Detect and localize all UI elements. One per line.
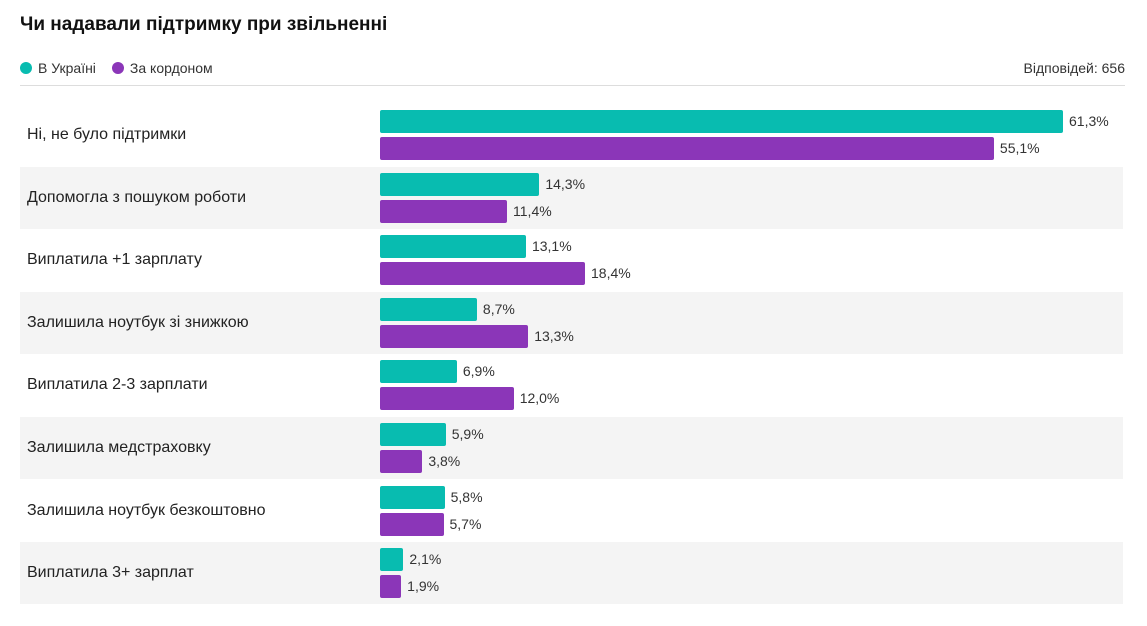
value-label-ukraine: 8,7%	[482, 300, 515, 317]
category-row: Залишила ноутбук безкоштовно 5,8% 5,7%	[20, 480, 1123, 542]
bar-abroad	[380, 137, 994, 160]
value-label-abroad: 18,4%	[591, 265, 631, 282]
bar-ukraine	[380, 110, 1063, 133]
value-label-abroad: 55,1%	[999, 140, 1040, 156]
legend-label-abroad: За кордоном	[129, 60, 213, 76]
category-row: Виплатила 2-3 зарплати 6,9% 12,0%	[20, 354, 1123, 416]
legend-item-ukraine: В Україні	[20, 60, 96, 76]
value-label-abroad: 13,3%	[534, 327, 574, 344]
bar-ukraine	[380, 360, 457, 384]
bar-abroad	[380, 512, 444, 536]
value-label-ukraine: 14,3%	[545, 175, 586, 192]
category-row: Допомогла з пошуком роботи 14,3% 11,4%	[20, 166, 1123, 229]
value-label-ukraine: 5,9%	[451, 425, 484, 442]
bar-abroad	[380, 199, 508, 223]
category-label: Допомогла з пошуком роботи	[27, 188, 247, 206]
value-label-ukraine: 2,1%	[409, 551, 442, 568]
legend-label-ukraine: В Україні	[38, 60, 96, 76]
bar-abroad	[380, 449, 423, 473]
legend: В Україні За кордоном	[20, 60, 229, 76]
responses-count: Відповідей: 656	[1023, 60, 1125, 76]
bar-abroad	[380, 324, 529, 348]
legend-dot-abroad	[111, 62, 124, 74]
value-label-ukraine: 6,9%	[462, 363, 495, 380]
value-label-abroad: 11,4%	[513, 202, 552, 219]
value-label-ukraine: 5,8%	[450, 488, 483, 505]
bar-ukraine	[380, 172, 540, 196]
category-label: Залишила медстраховку	[27, 438, 211, 456]
bar-ukraine	[380, 485, 445, 509]
category-row: Виплатила 3+ зарплат 2,1% 1,9%	[20, 542, 1123, 605]
bar-chart: Ні, не було підтримки 61,3% 55,1% Допомогла…	[20, 104, 1123, 605]
legend-item-abroad: За кордоном	[111, 60, 213, 76]
category-label: Ні, не було підтримки	[27, 126, 187, 143]
bar-ukraine	[380, 297, 477, 321]
bar-abroad	[380, 262, 585, 286]
category-label: Залишила ноутбук безкоштовно	[27, 501, 266, 519]
bar-ukraine	[380, 235, 526, 259]
category-label: Виплатила 3+ зарплат	[27, 564, 194, 582]
value-label-abroad: 5,7%	[449, 515, 482, 532]
value-label-ukraine: 13,1%	[531, 238, 572, 255]
value-label-abroad: 12,0%	[519, 390, 560, 407]
category-row: Виплатила +1 зарплату 13,1% 18,4%	[20, 229, 1123, 291]
legend-dot-ukraine	[20, 62, 32, 74]
category-label: Виплатила +1 зарплату	[27, 251, 202, 269]
chart-title: Чи надавали підтримку при звільненні	[20, 14, 388, 35]
value-label-ukraine: 61,3%	[1069, 113, 1109, 129]
header-divider	[20, 85, 1125, 86]
bar-ukraine	[380, 548, 404, 572]
bar-abroad	[380, 387, 514, 411]
bar-abroad	[380, 575, 402, 599]
category-row: Ні, не було підтримки 61,3% 55,1%	[20, 104, 1123, 166]
value-label-abroad: 3,8%	[428, 452, 461, 469]
category-label: Виплатила 2-3 зарплати	[27, 376, 208, 394]
bar-ukraine	[380, 422, 446, 446]
category-label: Залишила ноутбук зі знижкою	[27, 313, 249, 331]
category-row: Залишила медстраховку 5,9% 3,8%	[20, 416, 1123, 479]
category-row: Залишила ноутбук зі знижкою 8,7% 13,3%	[20, 291, 1123, 354]
value-label-abroad: 1,9%	[407, 578, 440, 595]
